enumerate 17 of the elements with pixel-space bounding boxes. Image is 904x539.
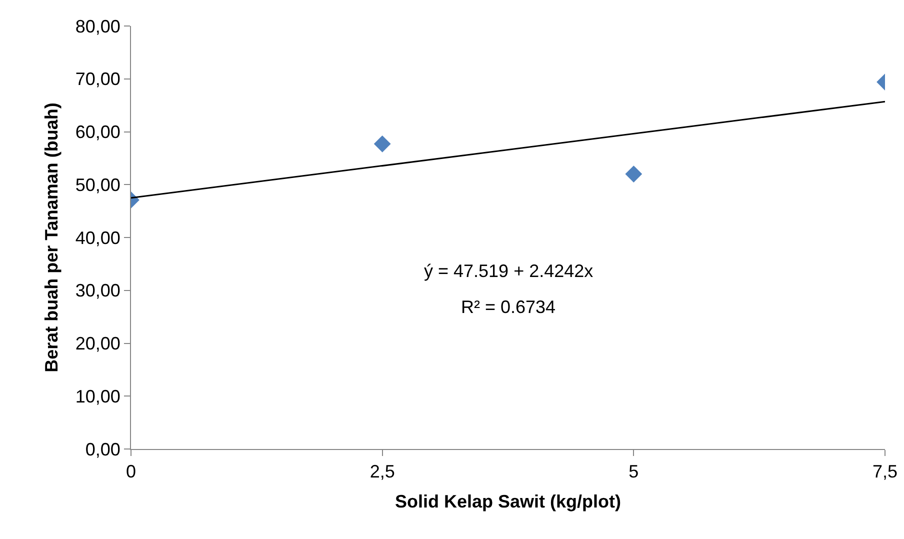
y-tick-label: 70,00	[75, 69, 120, 90]
x-tick-label: 2,5	[370, 462, 395, 482]
y-tick-label: 10,00	[75, 386, 120, 406]
x-tick-label: 0	[126, 462, 136, 482]
y-tick-label: 20,00	[75, 334, 120, 354]
y-axis-title: Berat buah per Tanaman (buah)	[42, 102, 62, 372]
annotation: ý = 47.519 + 2.4242x	[424, 261, 594, 281]
y-tick-label: 50,00	[75, 174, 120, 195]
y-tick-label: 60,00	[75, 122, 120, 142]
x-tick-label: 5	[628, 462, 639, 482]
y-tick-label: 40,00	[75, 228, 120, 248]
annotation: R² = 0.6734	[461, 297, 556, 317]
y-tick-label: 0,00	[85, 439, 120, 460]
x-tick-label: 7,5	[872, 462, 898, 482]
y-tick-label: 30,00	[75, 280, 120, 301]
y-tick-label: 80,00	[75, 16, 120, 36]
x-axis-title: Solid Kelap Sawit (kg/plot)	[394, 492, 622, 512]
